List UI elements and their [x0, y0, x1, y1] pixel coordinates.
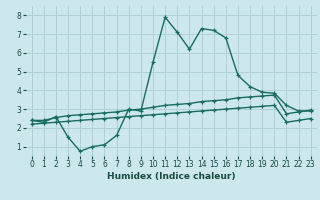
- X-axis label: Humidex (Indice chaleur): Humidex (Indice chaleur): [107, 172, 236, 181]
